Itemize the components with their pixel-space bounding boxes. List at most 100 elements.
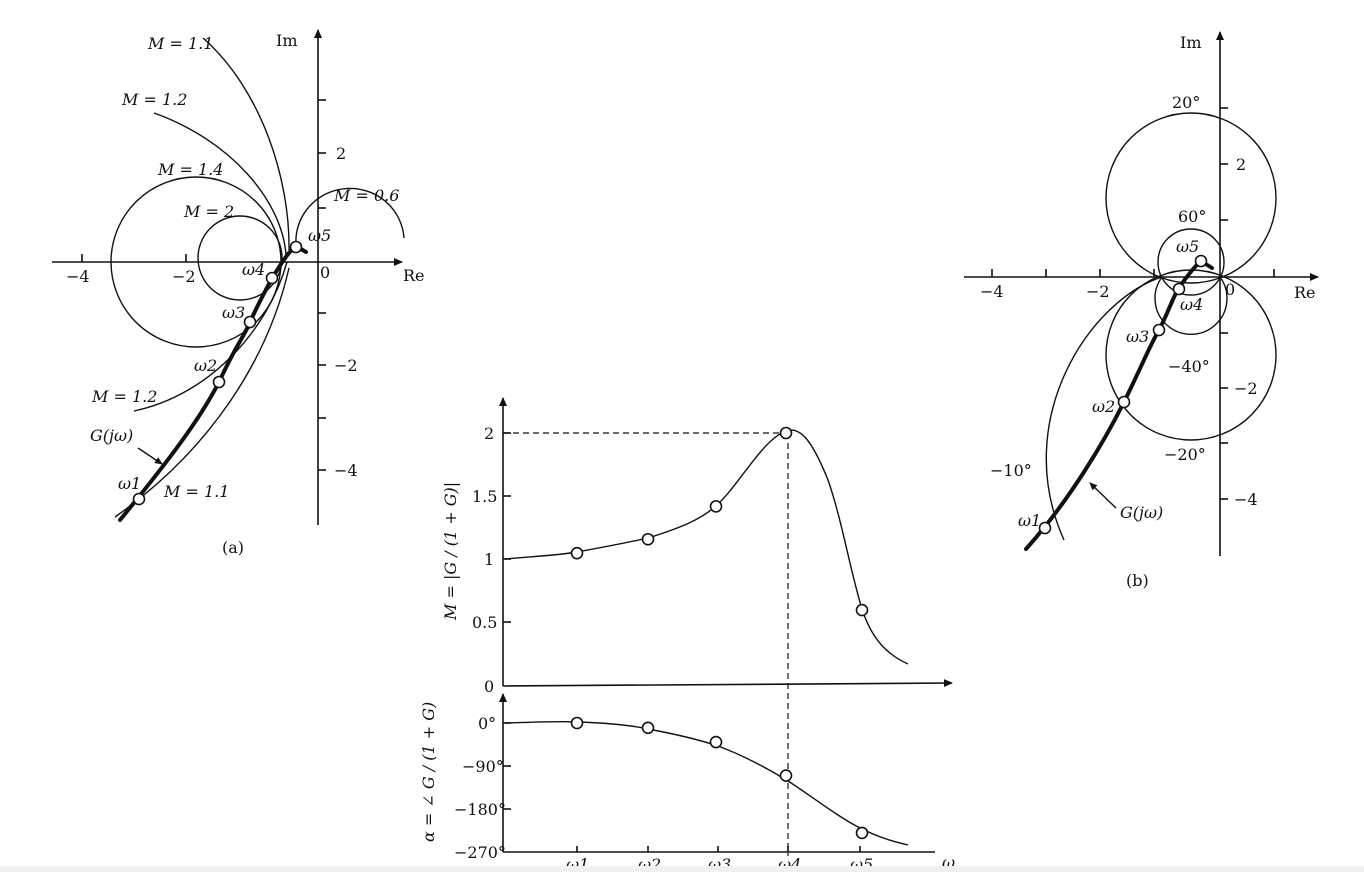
g-label-arrow-b <box>1089 482 1117 509</box>
point-omega4 <box>265 271 279 285</box>
m-curve-1-1-upper <box>202 37 290 251</box>
omega-label: ω1 <box>118 474 141 493</box>
mag-tick: 0 <box>484 677 494 696</box>
m-circle-0-6 <box>295 187 405 246</box>
mag-curve <box>504 429 909 665</box>
m-label: M = 2 <box>183 202 234 221</box>
phase-tick: −180° <box>454 800 506 819</box>
omega-label: ω2 <box>194 356 217 375</box>
panel-a-y-tick: −2 <box>334 356 358 375</box>
phase-points <box>570 716 869 840</box>
point-omega5 <box>1194 254 1208 268</box>
g-label-arrow-a <box>137 447 163 465</box>
panel-a-x-tick: −4 <box>66 267 90 286</box>
mag-y-label: M = |G / (1 + G)| <box>441 482 460 621</box>
mag-tick: 0.5 <box>472 613 497 632</box>
panel-b-y-tick: 2 <box>1236 155 1246 174</box>
phase-tick: −90° <box>462 757 504 776</box>
panel-b-y-tick: −4 <box>1234 490 1258 509</box>
phase-data-point <box>779 769 793 782</box>
phase-tick: −270° <box>454 843 506 862</box>
m-label: M = 1.2 <box>91 387 157 406</box>
omega-label: ω2 <box>1092 397 1115 416</box>
point-omega3 <box>243 315 257 329</box>
panel-a-re-label: Re <box>403 266 425 285</box>
point-omega1 <box>132 492 146 506</box>
m-label: M = 1.2 <box>121 90 187 109</box>
phase-data-point <box>570 716 584 730</box>
panel-a-x-tick: 0 <box>320 263 330 282</box>
panel-b-ticks <box>991 107 1275 500</box>
g-locus-a <box>118 243 308 522</box>
panel-a: −4 −2 0 2 −2 −4 Im Re M = 1.1 M = 1.2 M … <box>52 29 425 557</box>
phase-tick: 0° <box>478 714 496 733</box>
mag-tick: 2 <box>484 424 494 443</box>
phase-data-point <box>709 735 723 749</box>
point-omega3 <box>1152 323 1166 337</box>
m-label: M = 1.1 <box>163 482 229 501</box>
panel-a-caption: (a) <box>222 538 244 557</box>
panel-b-y-tick: −2 <box>1234 379 1258 398</box>
mag-points <box>570 426 869 617</box>
omega-label: ω5 <box>1176 237 1199 256</box>
m-curve-1-2-upper <box>153 112 287 256</box>
mag-ticks <box>503 432 511 623</box>
m-label: M = 1.4 <box>157 160 223 179</box>
panel-b: −4 −2 0 2 −2 −4 Im Re 20° 60° −40° −20° … <box>964 31 1319 590</box>
phase-y-label: α = ∠ G / (1 + G) <box>419 702 438 842</box>
phase-ticks <box>503 722 861 852</box>
angle-label: −10° <box>990 461 1032 480</box>
mag-tick: 1 <box>484 550 494 569</box>
panel-b-im-label: Im <box>1180 33 1202 52</box>
panel-a-x-tick: −2 <box>172 267 196 286</box>
mag-tick: 1.5 <box>472 487 497 506</box>
m-label: M = 0.6 <box>333 186 399 205</box>
mag-data-point <box>779 426 793 440</box>
angle-label: −20° <box>1164 445 1206 464</box>
omega-label: ω3 <box>222 303 245 322</box>
g-label: G(jω) <box>90 426 133 445</box>
panel-b-re-label: Re <box>1294 283 1316 302</box>
panel-b-x-tick: −2 <box>1086 282 1110 301</box>
point-omega5 <box>289 240 303 254</box>
angle-circle-20 <box>1105 112 1277 284</box>
mag-x-axis <box>502 679 953 688</box>
phase-curve <box>504 720 909 846</box>
angle-circle-neg40 <box>1154 276 1228 336</box>
point-omega4 <box>1172 282 1186 296</box>
panel-b-x-tick: −4 <box>980 282 1004 301</box>
g-label: G(jω) <box>1120 503 1163 522</box>
mag-data-point <box>570 546 584 560</box>
panel-a-y-tick: 2 <box>336 144 346 163</box>
g-locus-b <box>1024 258 1214 551</box>
point-omega1 <box>1038 521 1052 535</box>
angle-label: 60° <box>1178 207 1206 226</box>
panel-a-y-tick: −4 <box>334 461 358 480</box>
m-curve-1-1-lower <box>114 267 290 518</box>
bottom-strip <box>0 866 1364 872</box>
omega-label: ω4 <box>1180 295 1203 314</box>
panel-b-caption: (b) <box>1126 571 1149 590</box>
mag-data-point <box>855 603 869 617</box>
omega-label: ω4 <box>242 260 265 279</box>
angle-circle-neg10 <box>1045 276 1163 541</box>
point-omega2 <box>1117 395 1131 409</box>
panel-a-ticks <box>81 99 326 471</box>
panel-a-im-label: Im <box>276 31 298 50</box>
phase-data-point <box>855 826 869 840</box>
point-omega2 <box>212 375 226 389</box>
angle-label: −40° <box>1168 357 1210 376</box>
m-label: M = 1.1 <box>147 34 213 53</box>
omega-label: ω3 <box>1126 327 1149 346</box>
phase-data-point <box>641 721 655 735</box>
omega-label: ω1 <box>1018 511 1041 530</box>
m-circle-2 <box>197 215 283 301</box>
panel-b-x-tick: 0 <box>1225 280 1235 299</box>
angle-circle-60 <box>1157 228 1225 296</box>
mag-data-point <box>709 500 723 513</box>
mag-data-point <box>641 532 655 546</box>
omega-label: ω5 <box>308 226 331 245</box>
angle-label: 20° <box>1172 93 1200 112</box>
panel-c: 2 1.5 1 0.5 0 M = |G / (1 + G)| 0° −90° … <box>419 397 955 872</box>
